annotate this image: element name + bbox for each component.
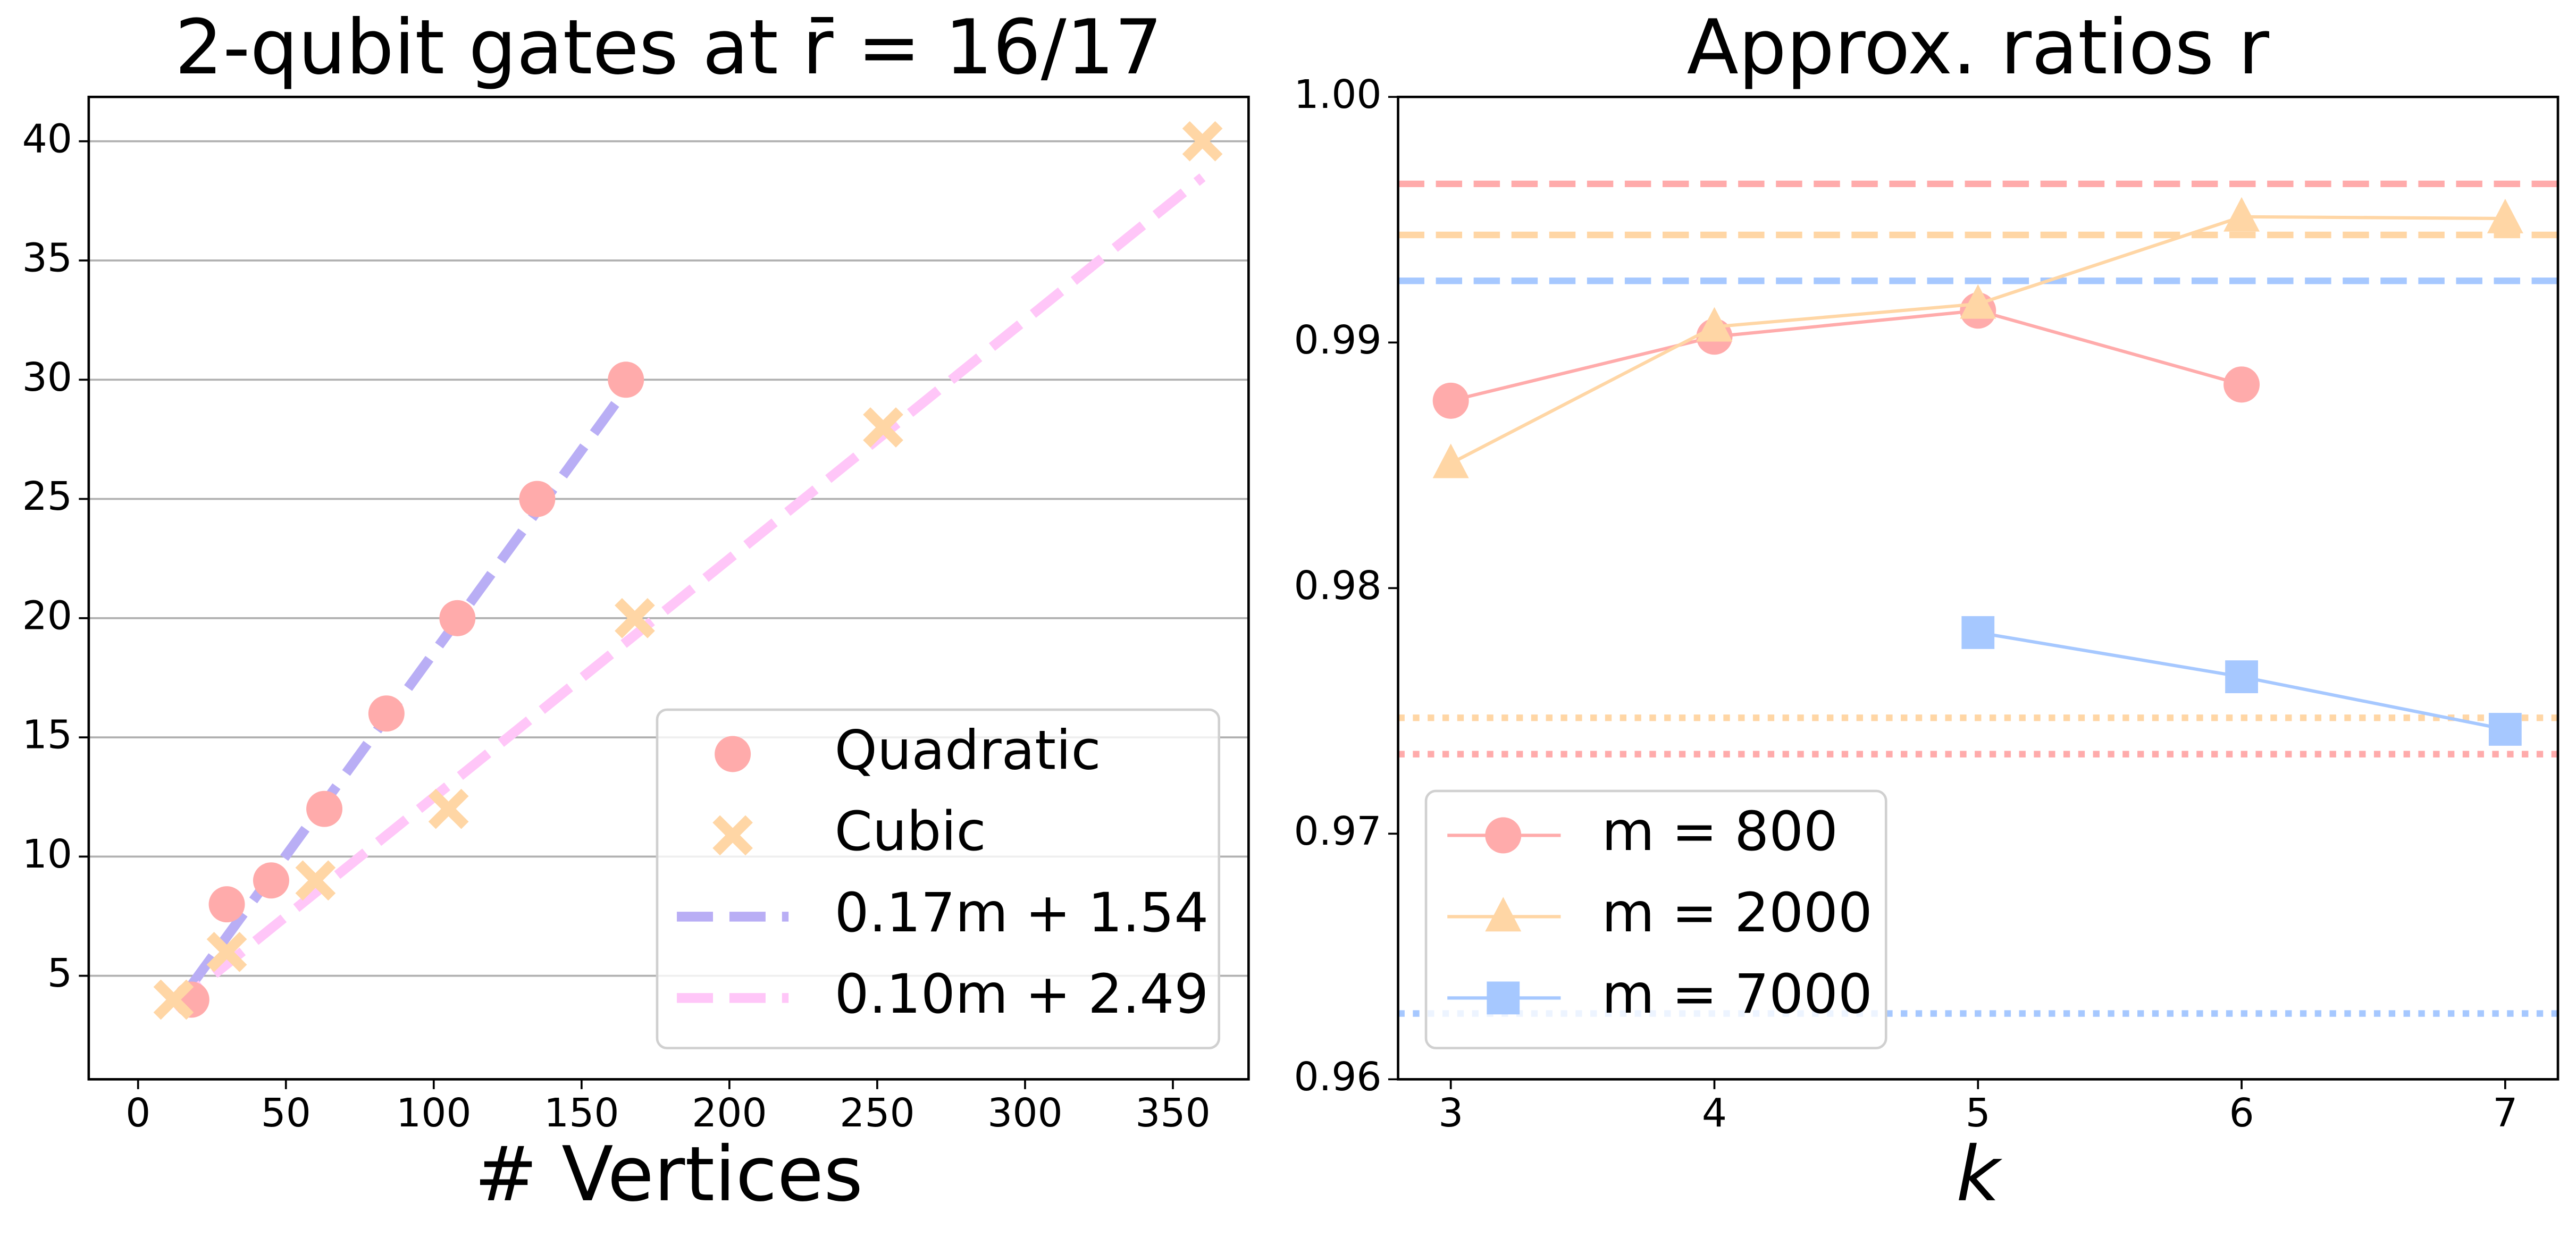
legend-label: m = 800	[1602, 800, 1838, 863]
fit-line	[187, 386, 630, 989]
legend-label: m = 7000	[1602, 963, 1873, 1026]
series-line	[1450, 309, 2242, 402]
y-tick-label: 35	[22, 235, 72, 281]
x-tick-label: 250	[840, 1090, 915, 1136]
legend-marker	[1485, 817, 1522, 854]
marker	[608, 361, 644, 398]
marker	[439, 600, 476, 636]
y-tick-label: 0.99	[1294, 317, 1382, 363]
y-tick-label: 0.96	[1294, 1054, 1382, 1100]
marker	[206, 931, 247, 972]
legend-label: m = 2000	[1602, 881, 1873, 945]
y-tick-label: 40	[22, 116, 72, 162]
x-tick-label: 150	[544, 1090, 619, 1136]
y-tick-label: 10	[22, 831, 72, 877]
x-tick-label: 0	[125, 1090, 150, 1136]
marker	[208, 886, 245, 923]
legend-marker	[712, 815, 753, 856]
marker	[1182, 121, 1223, 162]
marker	[519, 481, 556, 517]
x-tick-label: 3	[1438, 1090, 1463, 1136]
legend-label: 0.10m + 2.49	[835, 963, 1209, 1026]
legend-marker	[1485, 897, 1522, 932]
y-tick-label: 30	[22, 355, 72, 400]
x-tick-label: 350	[1135, 1090, 1211, 1136]
legend-label: Cubic	[835, 800, 986, 863]
series-line	[1450, 215, 2505, 465]
legend-marker	[715, 736, 751, 772]
marker	[428, 788, 469, 829]
x-axis-label: # Vertices	[474, 1130, 863, 1218]
marker	[1696, 307, 1733, 342]
marker	[2223, 197, 2260, 232]
marker	[1961, 616, 1995, 649]
marker	[2488, 713, 2522, 746]
legend-label: Quadratic	[835, 719, 1101, 782]
chart-title: 2-qubit gates at r̄ = 16/17	[175, 3, 1163, 91]
x-tick-label: 5	[1966, 1090, 1991, 1136]
marker	[295, 860, 336, 901]
marker	[615, 598, 655, 638]
x-tick-label: 300	[987, 1090, 1063, 1136]
y-tick-label: 20	[22, 593, 72, 638]
fit-line	[170, 173, 1206, 1011]
x-tick-label: 6	[2229, 1090, 2254, 1136]
plot-frame	[87, 96, 1250, 1081]
marker	[863, 407, 903, 448]
x-tick-label: 50	[261, 1090, 311, 1136]
y-tick-label: 15	[22, 712, 72, 758]
marker	[153, 979, 194, 1020]
chart-title: Approx. ratios r	[1687, 3, 2270, 91]
x-tick-label: 100	[396, 1090, 472, 1136]
y-tick-label: 5	[47, 950, 72, 996]
marker	[306, 790, 343, 827]
marker	[2487, 198, 2523, 233]
x-tick-label: 7	[2493, 1090, 2518, 1136]
legend-label: 0.17m + 1.54	[835, 881, 1209, 945]
legend-box	[656, 708, 1221, 1049]
legend-box	[1424, 789, 1887, 1049]
marker	[1960, 284, 1996, 319]
marker	[368, 695, 405, 732]
plot-frame	[1397, 96, 2560, 1081]
y-tick-label: 0.98	[1294, 563, 1382, 609]
x-tick-label: 4	[1702, 1090, 1727, 1136]
y-tick-label: 0.97	[1294, 809, 1382, 854]
legend-marker	[1487, 981, 1520, 1015]
marker	[1432, 443, 1469, 478]
marker	[2223, 366, 2260, 403]
marker	[2225, 660, 2258, 694]
y-tick-label: 1.00	[1294, 72, 1382, 117]
x-tick-label: 200	[692, 1090, 767, 1136]
y-tick-label: 25	[22, 474, 72, 519]
marker	[253, 862, 289, 899]
x-axis-label: k	[1956, 1130, 2002, 1218]
marker	[1432, 382, 1469, 419]
